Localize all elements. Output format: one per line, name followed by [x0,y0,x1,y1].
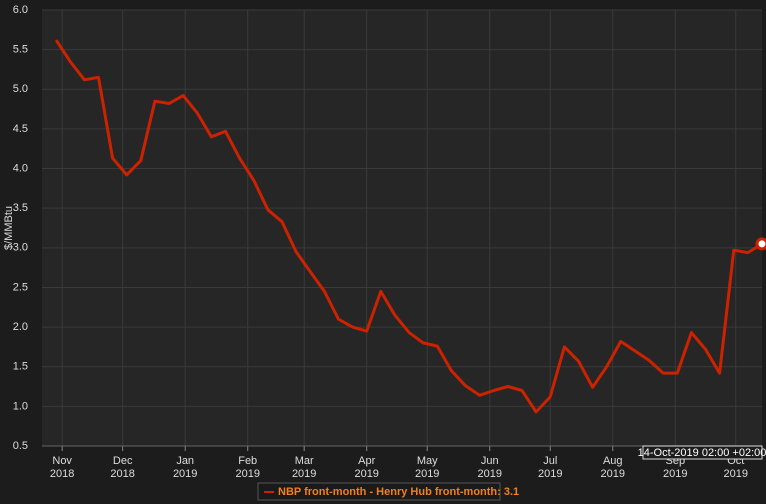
x-tick-label: Feb 2019 [235,455,259,480]
x-tick-label: Jul 2019 [538,455,562,480]
tooltip-box [642,445,763,460]
y-tick-label: 6.0 [13,4,28,16]
y-tick-label: 4.5 [13,123,28,135]
x-tick-label: Jun 2019 [477,455,501,480]
y-tick-label: 5.5 [13,44,28,56]
y-tick-label: 1.5 [13,361,28,373]
data-line [54,39,763,414]
y-tick-label: 1.0 [13,400,28,412]
legend-label: NBP front-month - Henry Hub front-month:… [278,486,519,498]
plot-area [42,10,762,446]
x-tick-label: Nov 2018 [50,455,74,480]
x-tick-label: Jan 2019 [173,455,197,480]
legend-box [257,482,501,501]
y-tick-label: 2.5 [13,281,28,293]
x-tick-label: Dec 2018 [110,455,134,480]
x-tick-label: Mar 2019 [292,455,316,480]
y-tick-label: 5.0 [13,83,28,95]
y-tick-label: 2.0 [13,321,28,333]
hover-marker [755,237,766,251]
x-tick-label: Aug 2019 [601,455,625,480]
x-tick-label: Apr 2019 [354,455,378,480]
y-tick-label: 0.5 [13,440,28,452]
tooltip: 14-Oct-2019 02:00 +02:00 [638,447,766,459]
x-tick-label: May 2019 [415,455,439,480]
y-tick-label: 3.5 [13,202,28,214]
y-axis-label: $/MMBtu [3,206,15,250]
y-tick-label: 3.0 [13,242,28,254]
y-tick-label: 4.0 [13,162,28,174]
